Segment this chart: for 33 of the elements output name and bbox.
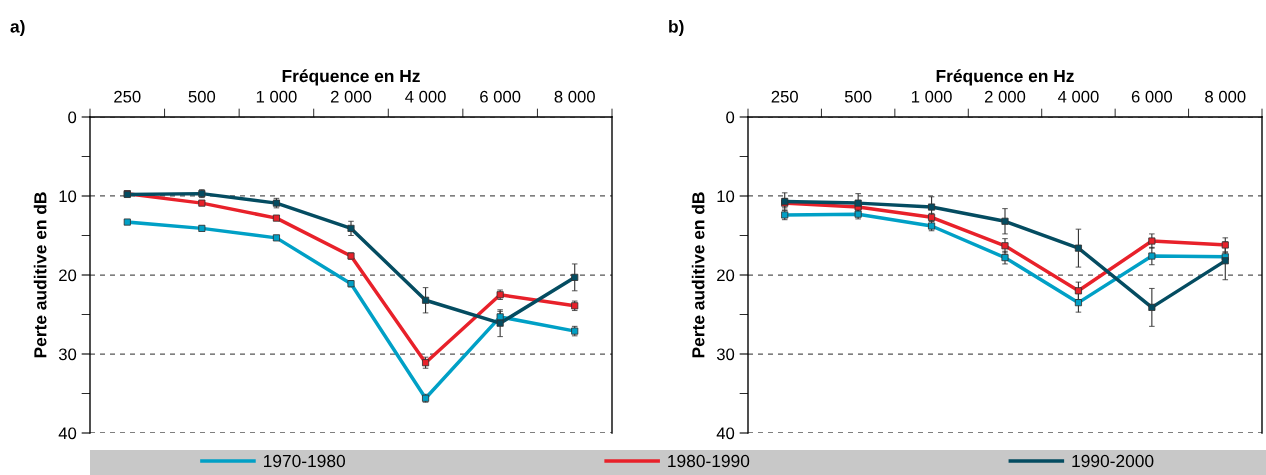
x-tick-label: 250 xyxy=(114,90,141,103)
y-tick-label: 0 xyxy=(726,111,735,124)
chart-title: b) xyxy=(669,19,684,37)
y-tick-label: 10 xyxy=(717,190,735,203)
y-tick-label: 20 xyxy=(717,269,735,282)
x-tick-label: 1 000 xyxy=(911,90,952,103)
y-tick-label: 20 xyxy=(59,269,77,282)
x-tick-label: 2 000 xyxy=(330,90,372,103)
legend-label: 1970-1980 xyxy=(264,454,346,468)
x-tick-label: 8 000 xyxy=(1205,90,1246,103)
x-tick-label: 500 xyxy=(844,90,872,103)
y-tick-label: 0 xyxy=(68,111,77,124)
x-tick-label: 250 xyxy=(771,90,798,103)
y-tick-label: 10 xyxy=(59,190,77,203)
x-tick-label: 2 000 xyxy=(984,90,1026,103)
x-tick-label: 1 000 xyxy=(256,90,297,103)
x-tick-label: 6 000 xyxy=(1131,90,1173,103)
y-tick-label: 30 xyxy=(716,348,735,361)
y-tick-label: 40 xyxy=(716,427,735,440)
legend-label: 1990-2000 xyxy=(1072,454,1154,468)
x-tick-label: 4 000 xyxy=(1057,90,1099,103)
y-tick-label: 40 xyxy=(58,427,77,440)
y-axis-title: Perte auditive en dB xyxy=(33,192,47,358)
x-tick-label: 4 000 xyxy=(405,90,446,103)
x-tick-label: 6 000 xyxy=(480,90,521,103)
x-axis-title: Fréquence en Hz xyxy=(936,69,1074,86)
x-tick-label: 8 000 xyxy=(554,90,595,103)
y-axis-title: Perte auditive en dB xyxy=(691,192,705,358)
legend-label: 1980-1990 xyxy=(668,454,750,468)
y-tick-label: 30 xyxy=(58,348,77,361)
x-axis-title: Fréquence en Hz xyxy=(282,69,420,86)
x-tick-label: 500 xyxy=(188,90,216,103)
chart-title: a) xyxy=(10,19,25,37)
